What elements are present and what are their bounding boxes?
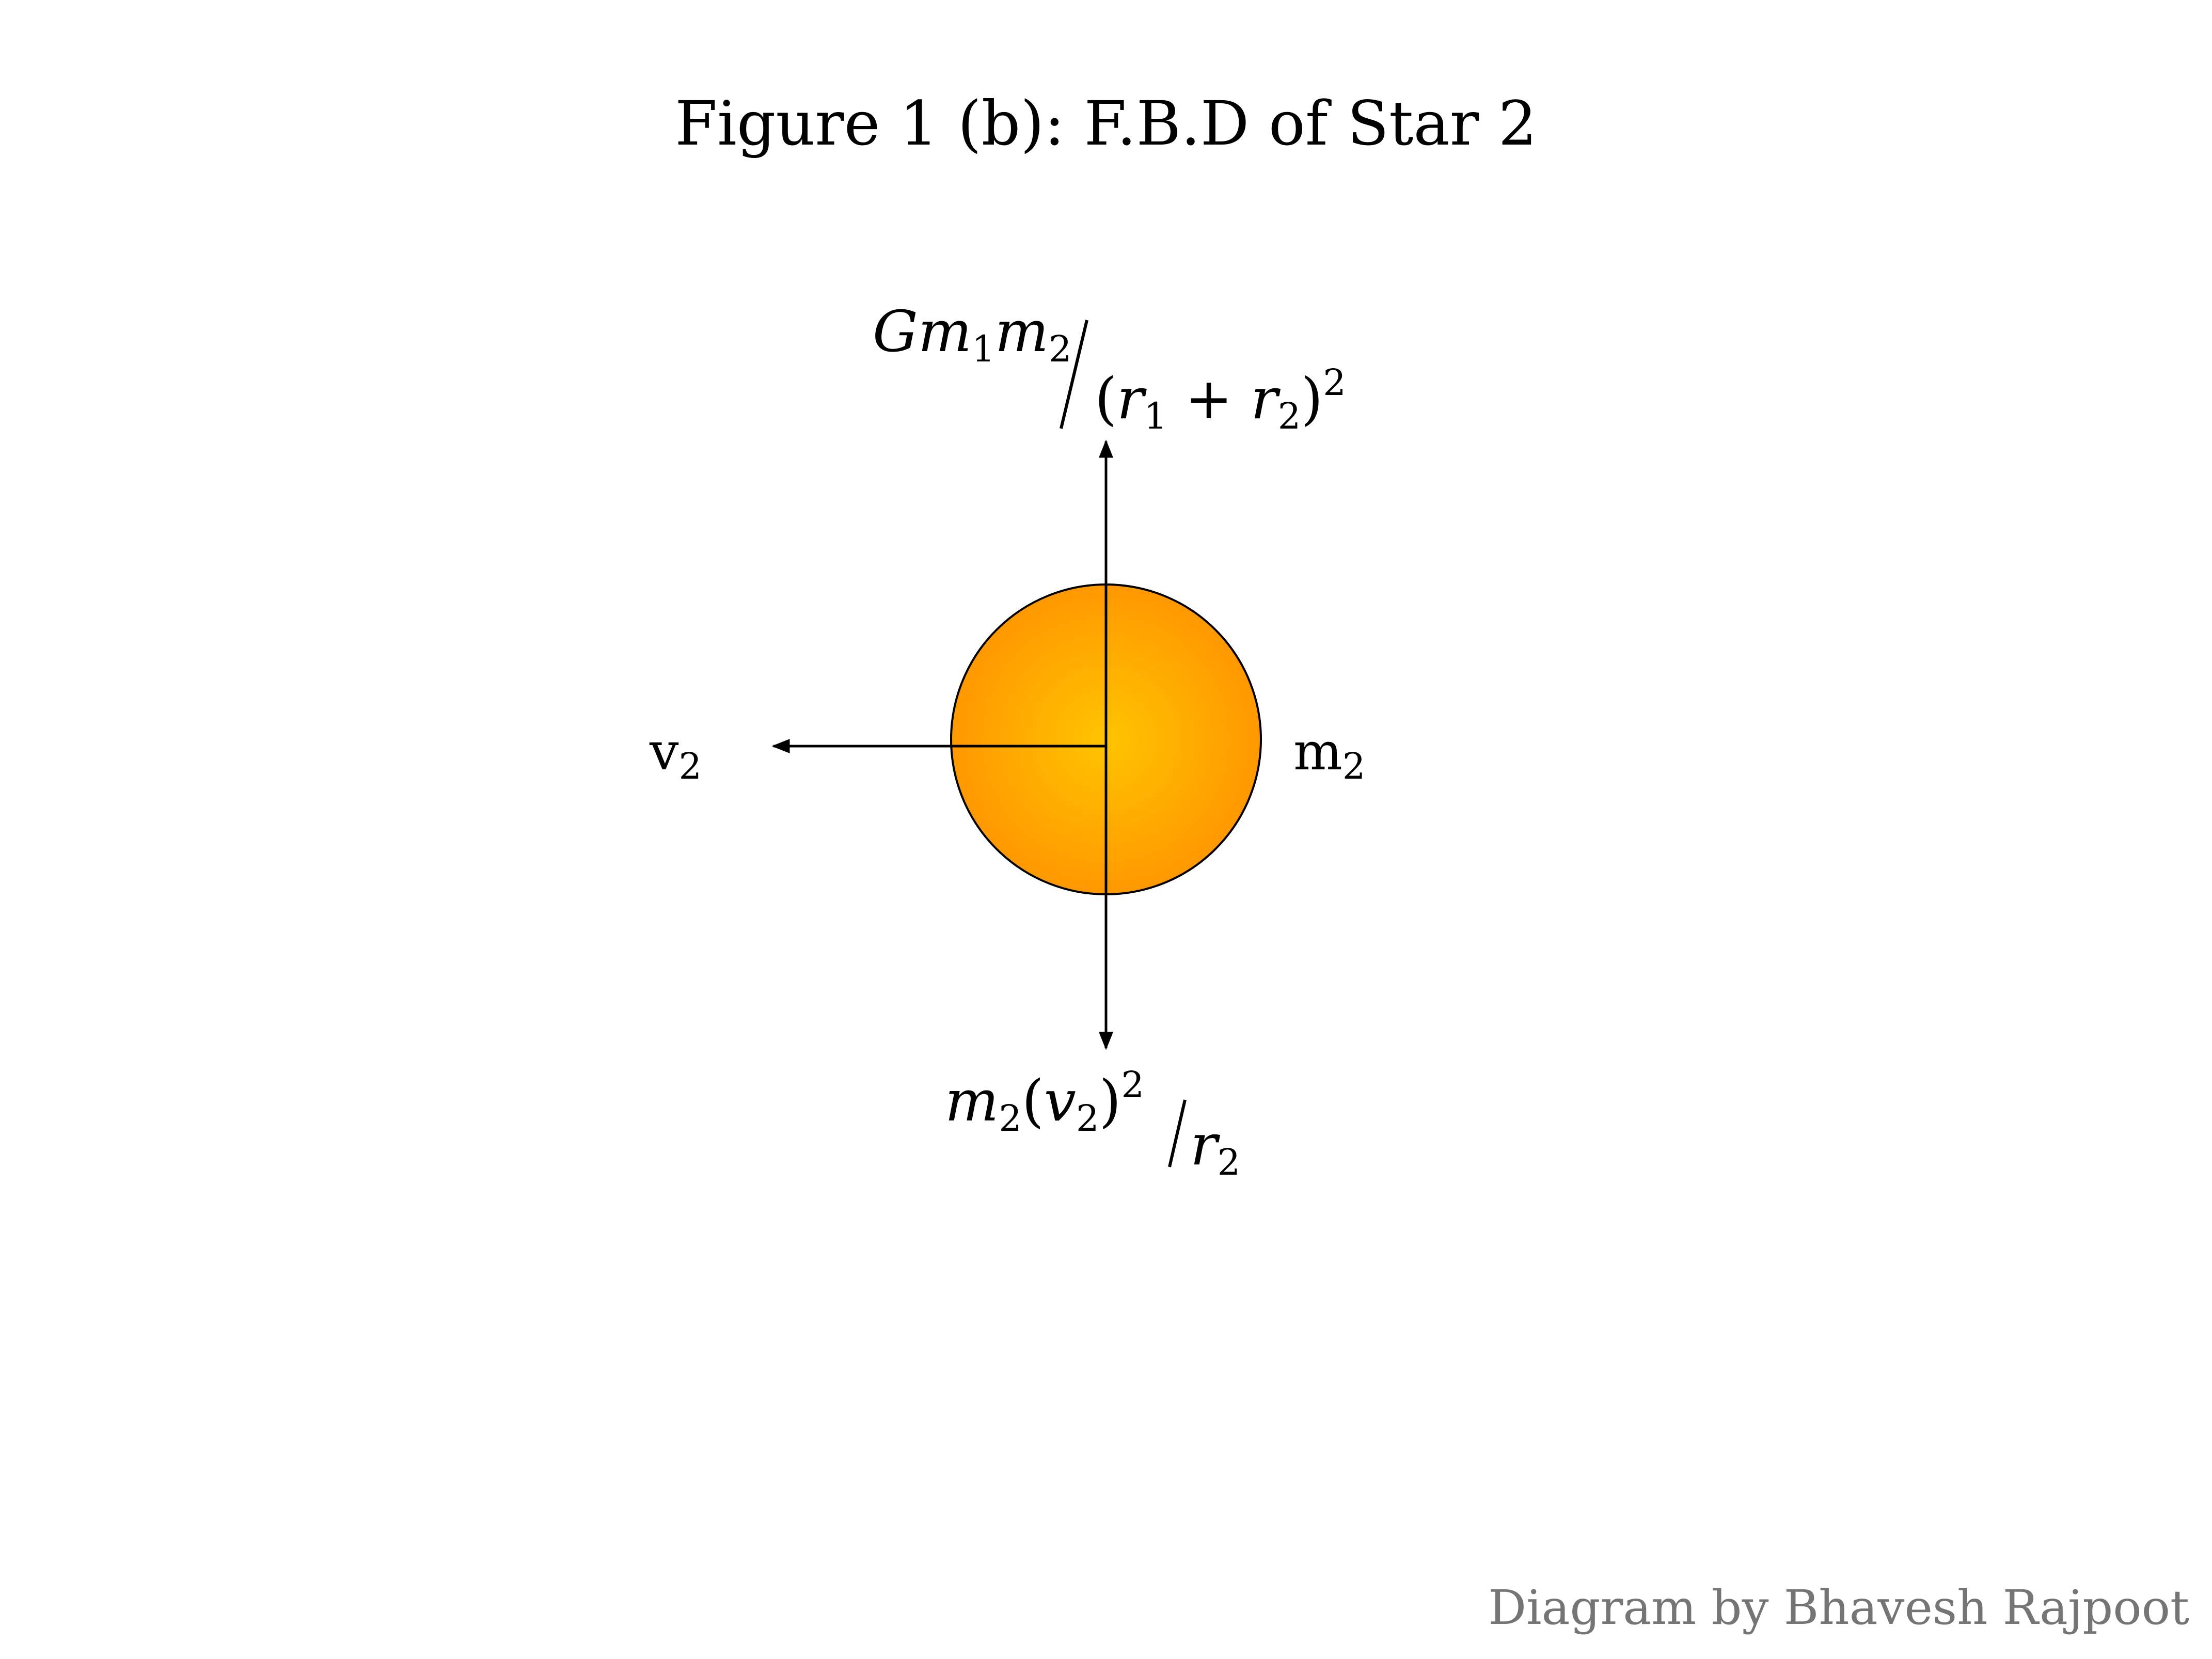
velocity-symbol: v xyxy=(649,721,679,782)
gravitational-force-numerator: Gm1m2 xyxy=(873,298,1072,370)
figure-title: Figure 1 (b): F.B.D of Star 2 xyxy=(675,88,1537,159)
gravitational-force-fraction-slash xyxy=(1060,320,1088,429)
centripetal-force-denominator: r2 xyxy=(1190,1112,1240,1183)
gravitational-force-denominator: (r1 + r2)2 xyxy=(1095,361,1346,437)
velocity-subscript: 2 xyxy=(679,745,702,787)
mass-label: m2 xyxy=(1293,721,1365,787)
centripetal-force-fraction-slash xyxy=(1168,1099,1187,1167)
velocity-label: v2 xyxy=(649,721,702,787)
centripetal-force-numerator: m2(v2)2 xyxy=(945,1064,1144,1140)
diagram-credit: Diagram by Bhavesh Rajpoot xyxy=(1488,1580,2189,1635)
mass-subscript: 2 xyxy=(1342,745,1366,787)
mass-symbol: m xyxy=(1293,721,1342,782)
